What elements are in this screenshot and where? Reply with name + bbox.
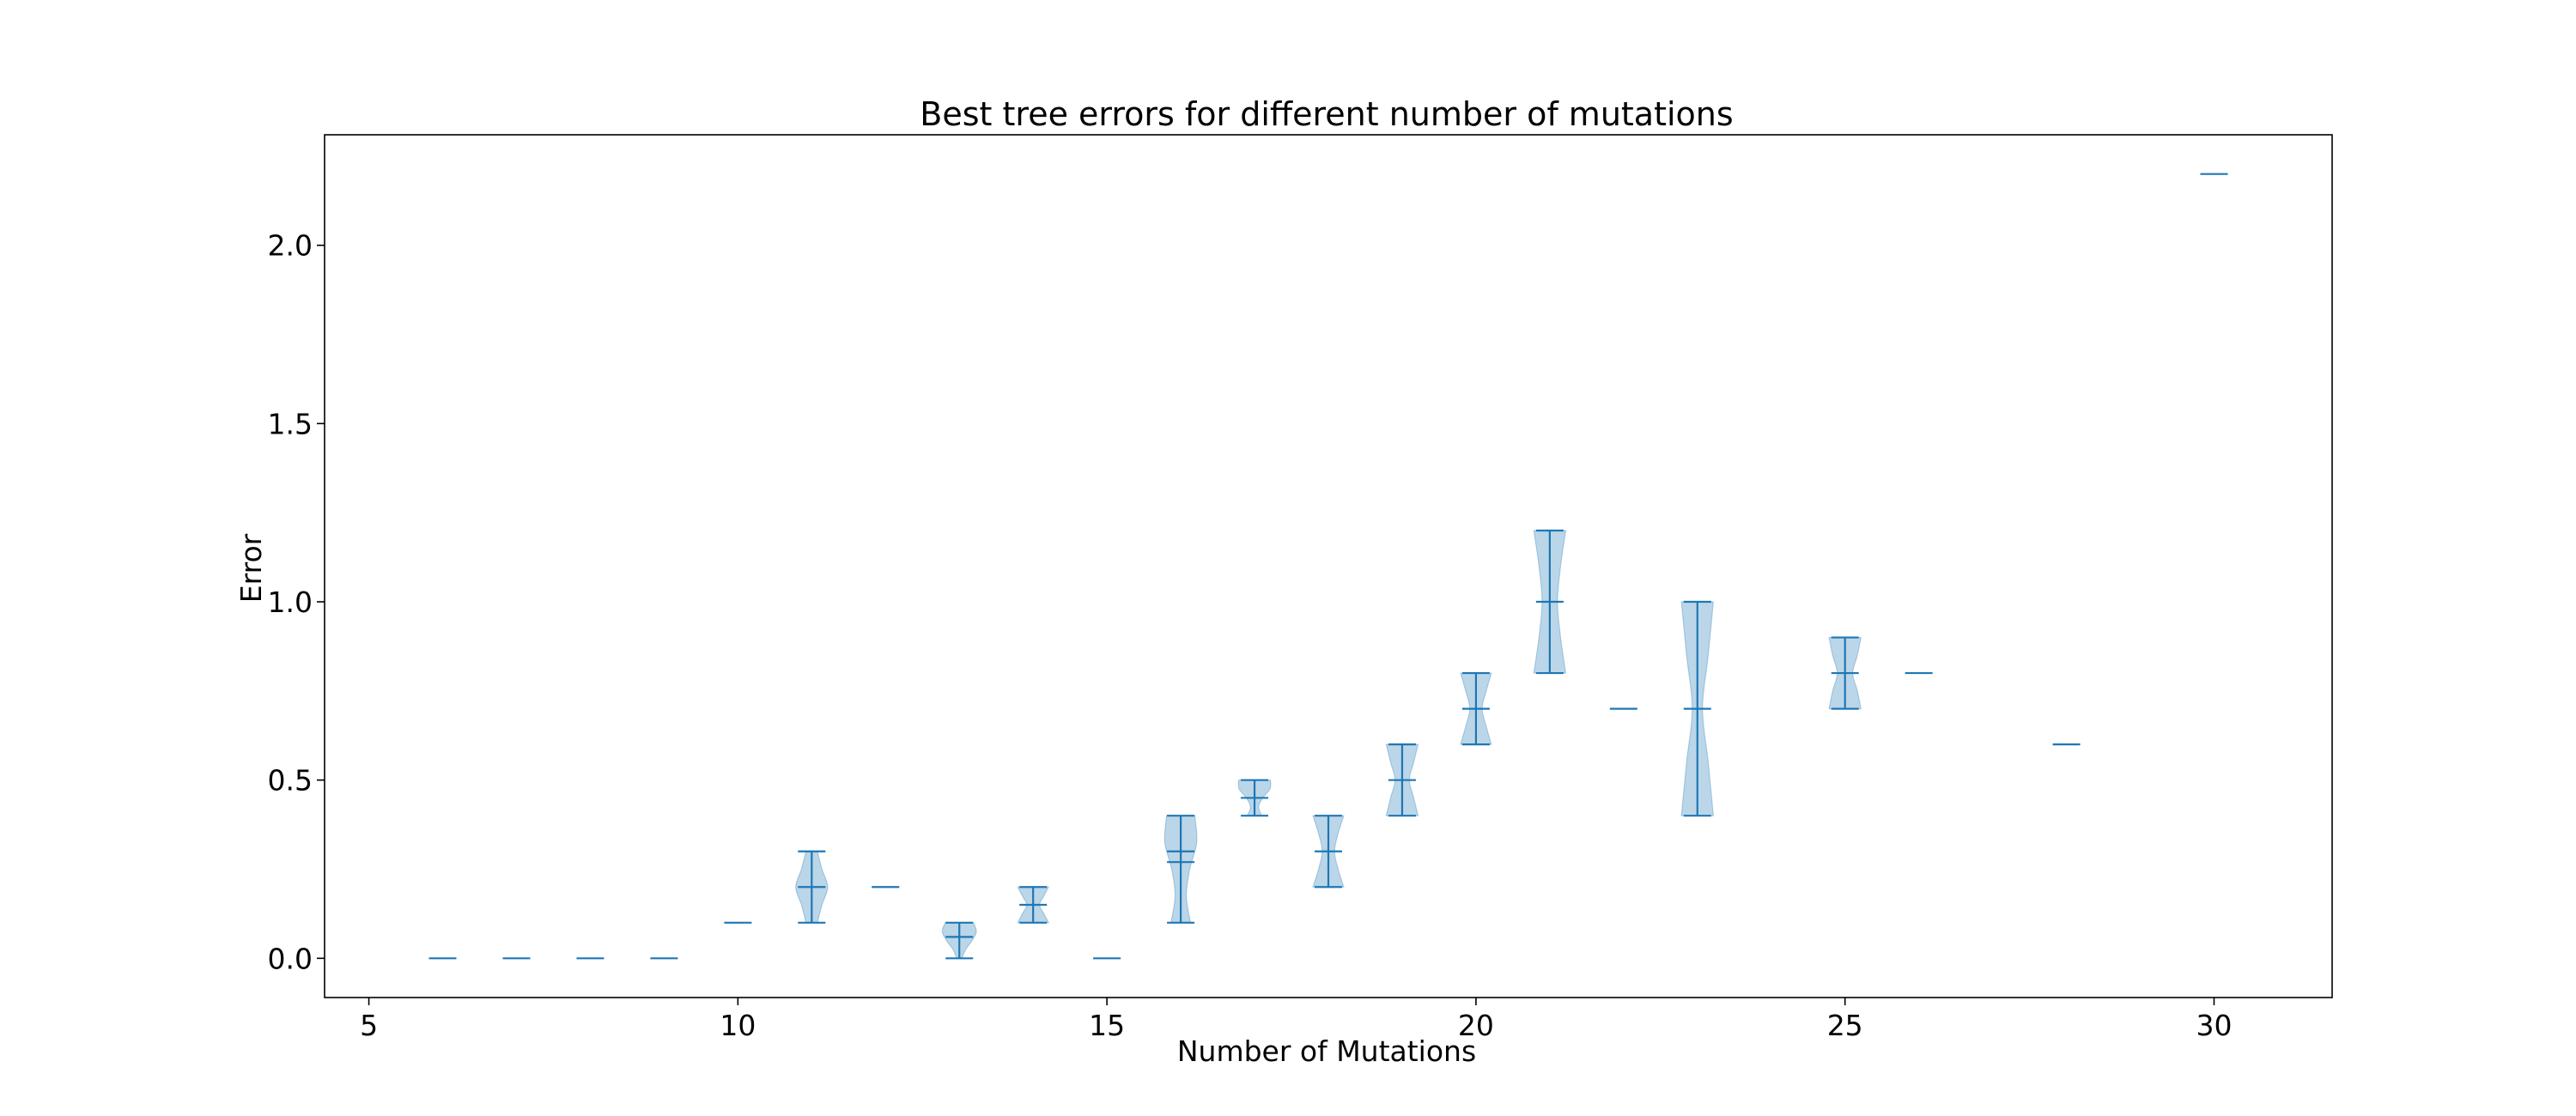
violin-x-19 bbox=[1385, 743, 1419, 817]
violin-x-23 bbox=[1680, 600, 1715, 817]
y-axis-label: Error bbox=[234, 533, 268, 603]
violin-x-11 bbox=[795, 850, 829, 924]
violin-x-18 bbox=[1312, 815, 1345, 889]
plot-frame bbox=[324, 134, 2333, 998]
violin-x-21 bbox=[1533, 529, 1567, 675]
violin-x-20 bbox=[1460, 671, 1492, 746]
chart-title: Best tree errors for different number of… bbox=[920, 95, 1733, 133]
x-tick-label: 25 bbox=[1827, 1009, 1863, 1042]
y-tick-label: 0.0 bbox=[268, 942, 313, 975]
violin-x-13 bbox=[941, 921, 977, 960]
violin-x-25 bbox=[1828, 636, 1862, 710]
x-tick-label: 15 bbox=[1089, 1009, 1125, 1042]
x-axis-label: Number of Mutations bbox=[1177, 1034, 1476, 1068]
x-tick-label: 10 bbox=[720, 1009, 756, 1042]
violin-x-17 bbox=[1237, 779, 1272, 817]
x-tick-label: 30 bbox=[2196, 1009, 2232, 1042]
y-tick-label: 2.0 bbox=[268, 229, 313, 263]
y-tick-label: 0.5 bbox=[268, 764, 313, 798]
x-tick-label: 5 bbox=[360, 1009, 378, 1042]
violin-x-16 bbox=[1163, 815, 1198, 924]
plot-area bbox=[428, 173, 2228, 960]
y-tick-label: 1.0 bbox=[268, 585, 313, 619]
x-tick-label: 20 bbox=[1458, 1009, 1494, 1042]
violin-x-14 bbox=[1017, 886, 1050, 924]
y-tick-label: 1.5 bbox=[268, 407, 313, 440]
